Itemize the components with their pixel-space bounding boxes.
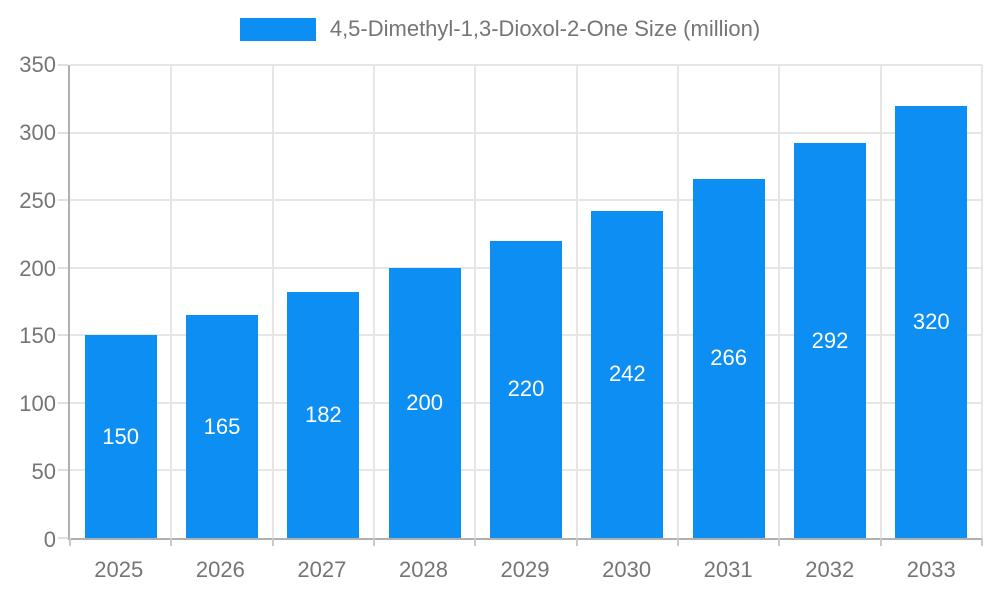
bar-2025[interactable]: 150: [84, 335, 157, 538]
bar-slot-2028: 200: [374, 65, 475, 538]
bar-value-2029: 220: [507, 376, 545, 402]
x-axis-label-2032: 2032: [805, 557, 855, 582]
x-axis-label-2031: 2031: [703, 557, 753, 582]
bar-slot-2025: 150: [70, 65, 171, 538]
bar-value-2026: 165: [203, 413, 241, 439]
bar-value-2027: 182: [304, 402, 342, 428]
x-axis-label-2027: 2027: [297, 557, 347, 582]
y-axis-label-150: 150: [19, 323, 56, 349]
x-tick-8: [879, 538, 882, 546]
y-tick-0: [58, 537, 68, 539]
y-axis-label-200: 200: [19, 255, 56, 281]
h-gridline-300: [70, 131, 982, 134]
y-axis-label-100: 100: [19, 391, 56, 417]
y-tick-150: [58, 334, 68, 337]
v-gridline-8: [879, 65, 882, 538]
y-axis-label-300: 300: [19, 119, 56, 145]
x-tick-7: [778, 538, 781, 546]
x-axis-label-2025: 2025: [94, 557, 144, 582]
v-gridline-7: [778, 65, 781, 538]
bars-layer: 150 165 182 200 220 242 266 292 320: [70, 65, 982, 538]
x-tick-4: [474, 538, 477, 546]
bar-slot-2033: 320: [881, 65, 982, 538]
bar-2033[interactable]: 320: [895, 105, 968, 538]
bar-2031[interactable]: 266: [692, 178, 765, 538]
y-tick-250: [58, 199, 68, 202]
y-tick-200: [58, 266, 68, 269]
x-axis-label-2029: 2029: [500, 557, 550, 582]
x-tick-3: [372, 538, 375, 546]
bar-value-2032: 292: [811, 327, 849, 353]
bar-slot-2029: 220: [475, 65, 576, 538]
v-gridline-6: [676, 65, 679, 538]
v-gridline-9: [981, 65, 983, 538]
h-gridline-250: [70, 199, 982, 202]
y-axis-label-0: 0: [43, 527, 56, 552]
x-tick-5: [575, 538, 578, 546]
v-gridline-5: [575, 65, 578, 538]
legend-swatch-icon: [239, 17, 316, 41]
x-tick-1: [170, 538, 173, 546]
bar-slot-2026: 165: [171, 65, 272, 538]
bar-2030[interactable]: 242: [591, 210, 664, 538]
bar-value-2030: 242: [608, 361, 646, 387]
v-gridline-2: [271, 65, 274, 538]
bar-slot-2031: 266: [678, 65, 779, 538]
y-axis-label-50: 50: [31, 459, 56, 485]
h-gridline-350: [70, 64, 982, 66]
v-gridline-4: [474, 65, 477, 538]
x-axis-label-2033: 2033: [906, 557, 956, 582]
chart-legend[interactable]: 4,5-Dimethyl-1,3-Dioxol-2-One Size (mill…: [0, 16, 1000, 42]
bar-value-2028: 200: [406, 389, 443, 415]
x-axis-label-2028: 2028: [398, 557, 448, 582]
x-axis-label-2026: 2026: [195, 557, 245, 582]
plot-area: 150 165 182 200 220 242 266 292 320: [58, 64, 983, 546]
y-tick-350: [58, 64, 68, 66]
legend-label: 4,5-Dimethyl-1,3-Dioxol-2-One Size (mill…: [329, 16, 761, 41]
bar-2028[interactable]: 200: [388, 267, 461, 538]
x-tick-0: [69, 538, 71, 546]
y-axis-label-250: 250: [19, 187, 56, 213]
x-tick-2: [271, 538, 274, 546]
x-axis-label-2030: 2030: [602, 557, 652, 582]
y-tick-50: [58, 469, 68, 472]
v-gridline-3: [372, 65, 375, 538]
x-tick-9: [981, 538, 983, 546]
y-tick-100: [58, 401, 68, 404]
v-gridline-1: [170, 65, 173, 538]
bar-value-2031: 266: [710, 345, 747, 371]
bar-value-2025: 150: [102, 423, 140, 449]
bar-2029[interactable]: 220: [490, 240, 562, 538]
bar-2032[interactable]: 292: [793, 143, 866, 538]
bar-2026[interactable]: 165: [186, 315, 258, 538]
bar-2027[interactable]: 182: [287, 292, 360, 538]
y-axis-labels: 0 50 100 150 200 250 300 350: [0, 52, 56, 552]
x-axis-labels: 2025 2026 2027 2028 2029 2030 2031 2032 2033: [68, 552, 982, 588]
y-tick-300: [58, 131, 68, 134]
bar-value-2033: 320: [912, 308, 950, 334]
bar-slot-2030: 242: [577, 65, 678, 538]
y-axis-label-350: 350: [19, 52, 56, 77]
x-tick-6: [676, 538, 679, 546]
bar-slot-2027: 182: [273, 65, 374, 538]
bar-slot-2032: 292: [779, 65, 880, 538]
